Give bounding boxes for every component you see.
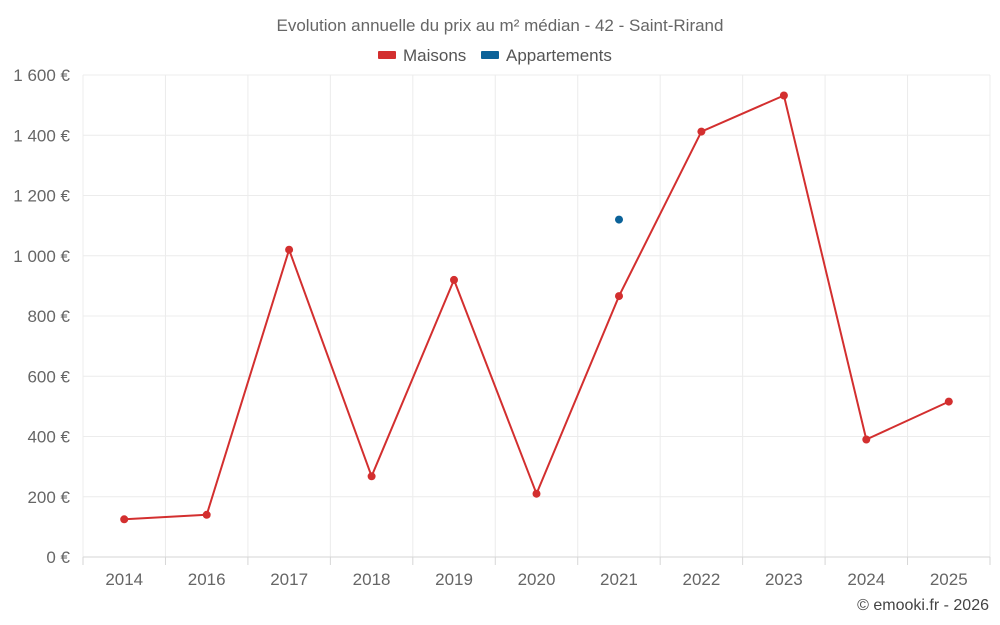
legend-item-appartements[interactable]: Appartements bbox=[481, 46, 612, 65]
x-tick-label: 2022 bbox=[682, 570, 720, 589]
data-point-maisons[interactable] bbox=[202, 510, 211, 519]
y-tick-label: 1 200 € bbox=[13, 187, 70, 206]
data-point-maisons[interactable] bbox=[779, 91, 788, 100]
y-tick-label: 400 € bbox=[27, 428, 70, 447]
credit-text: © emooki.fr - 2026 bbox=[857, 597, 989, 614]
y-axis-ticks: 0 € 200 € 400 € 600 € 800 € 1 000 € 1 200 € 1 4… bbox=[13, 66, 70, 567]
x-tick-label: 2021 bbox=[600, 570, 638, 589]
data-point-maisons[interactable] bbox=[615, 292, 623, 301]
x-tick-label: 2017 bbox=[270, 570, 308, 589]
legend-swatch-maisons bbox=[378, 51, 396, 59]
legend-label-appartements: Appartements bbox=[506, 46, 612, 65]
data-point-maisons[interactable] bbox=[450, 275, 458, 284]
y-tick-label: 200 € bbox=[27, 488, 70, 507]
x-tick-label: 2023 bbox=[765, 570, 803, 589]
data-point-maisons[interactable] bbox=[367, 472, 376, 481]
data-point-maisons[interactable] bbox=[120, 515, 129, 524]
y-tick-label: 0 € bbox=[46, 548, 70, 567]
x-axis-ticks: 2014 2016 2017 2018 2019 2020 2021 2022 2023 2024… bbox=[82, 557, 991, 589]
data-point-maisons[interactable] bbox=[532, 489, 541, 498]
data-point-maisons[interactable] bbox=[862, 435, 871, 444]
y-tick-label: 1 400 € bbox=[13, 126, 70, 145]
data-point-maisons[interactable] bbox=[285, 245, 294, 254]
x-tick-label: 2019 bbox=[435, 570, 473, 589]
x-tick-label: 2025 bbox=[930, 570, 968, 589]
y-tick-label: 800 € bbox=[27, 307, 70, 326]
y-tick-label: 1 600 € bbox=[13, 66, 70, 85]
x-tick-label: 2020 bbox=[518, 570, 556, 589]
y-tick-label: 600 € bbox=[27, 367, 70, 386]
chart-title: Evolution annuelle du prix au m² médian … bbox=[277, 16, 724, 35]
data-point-maisons[interactable] bbox=[697, 127, 706, 136]
legend-swatch-appartements bbox=[481, 51, 499, 59]
legend-item-maisons[interactable]: Maisons bbox=[378, 46, 466, 65]
legend-label-maisons: Maisons bbox=[403, 46, 466, 65]
data-point-maisons[interactable] bbox=[944, 397, 953, 406]
x-tick-label: 2018 bbox=[353, 570, 391, 589]
series bbox=[120, 91, 953, 524]
x-tick-label: 2024 bbox=[847, 570, 885, 589]
x-tick-label: 2016 bbox=[188, 570, 226, 589]
y-tick-label: 1 000 € bbox=[13, 247, 70, 266]
data-point-appartements[interactable] bbox=[615, 215, 623, 224]
grid bbox=[82, 74, 991, 557]
x-tick-label: 2014 bbox=[105, 570, 143, 589]
legend: Maisons Appartements bbox=[378, 46, 612, 65]
